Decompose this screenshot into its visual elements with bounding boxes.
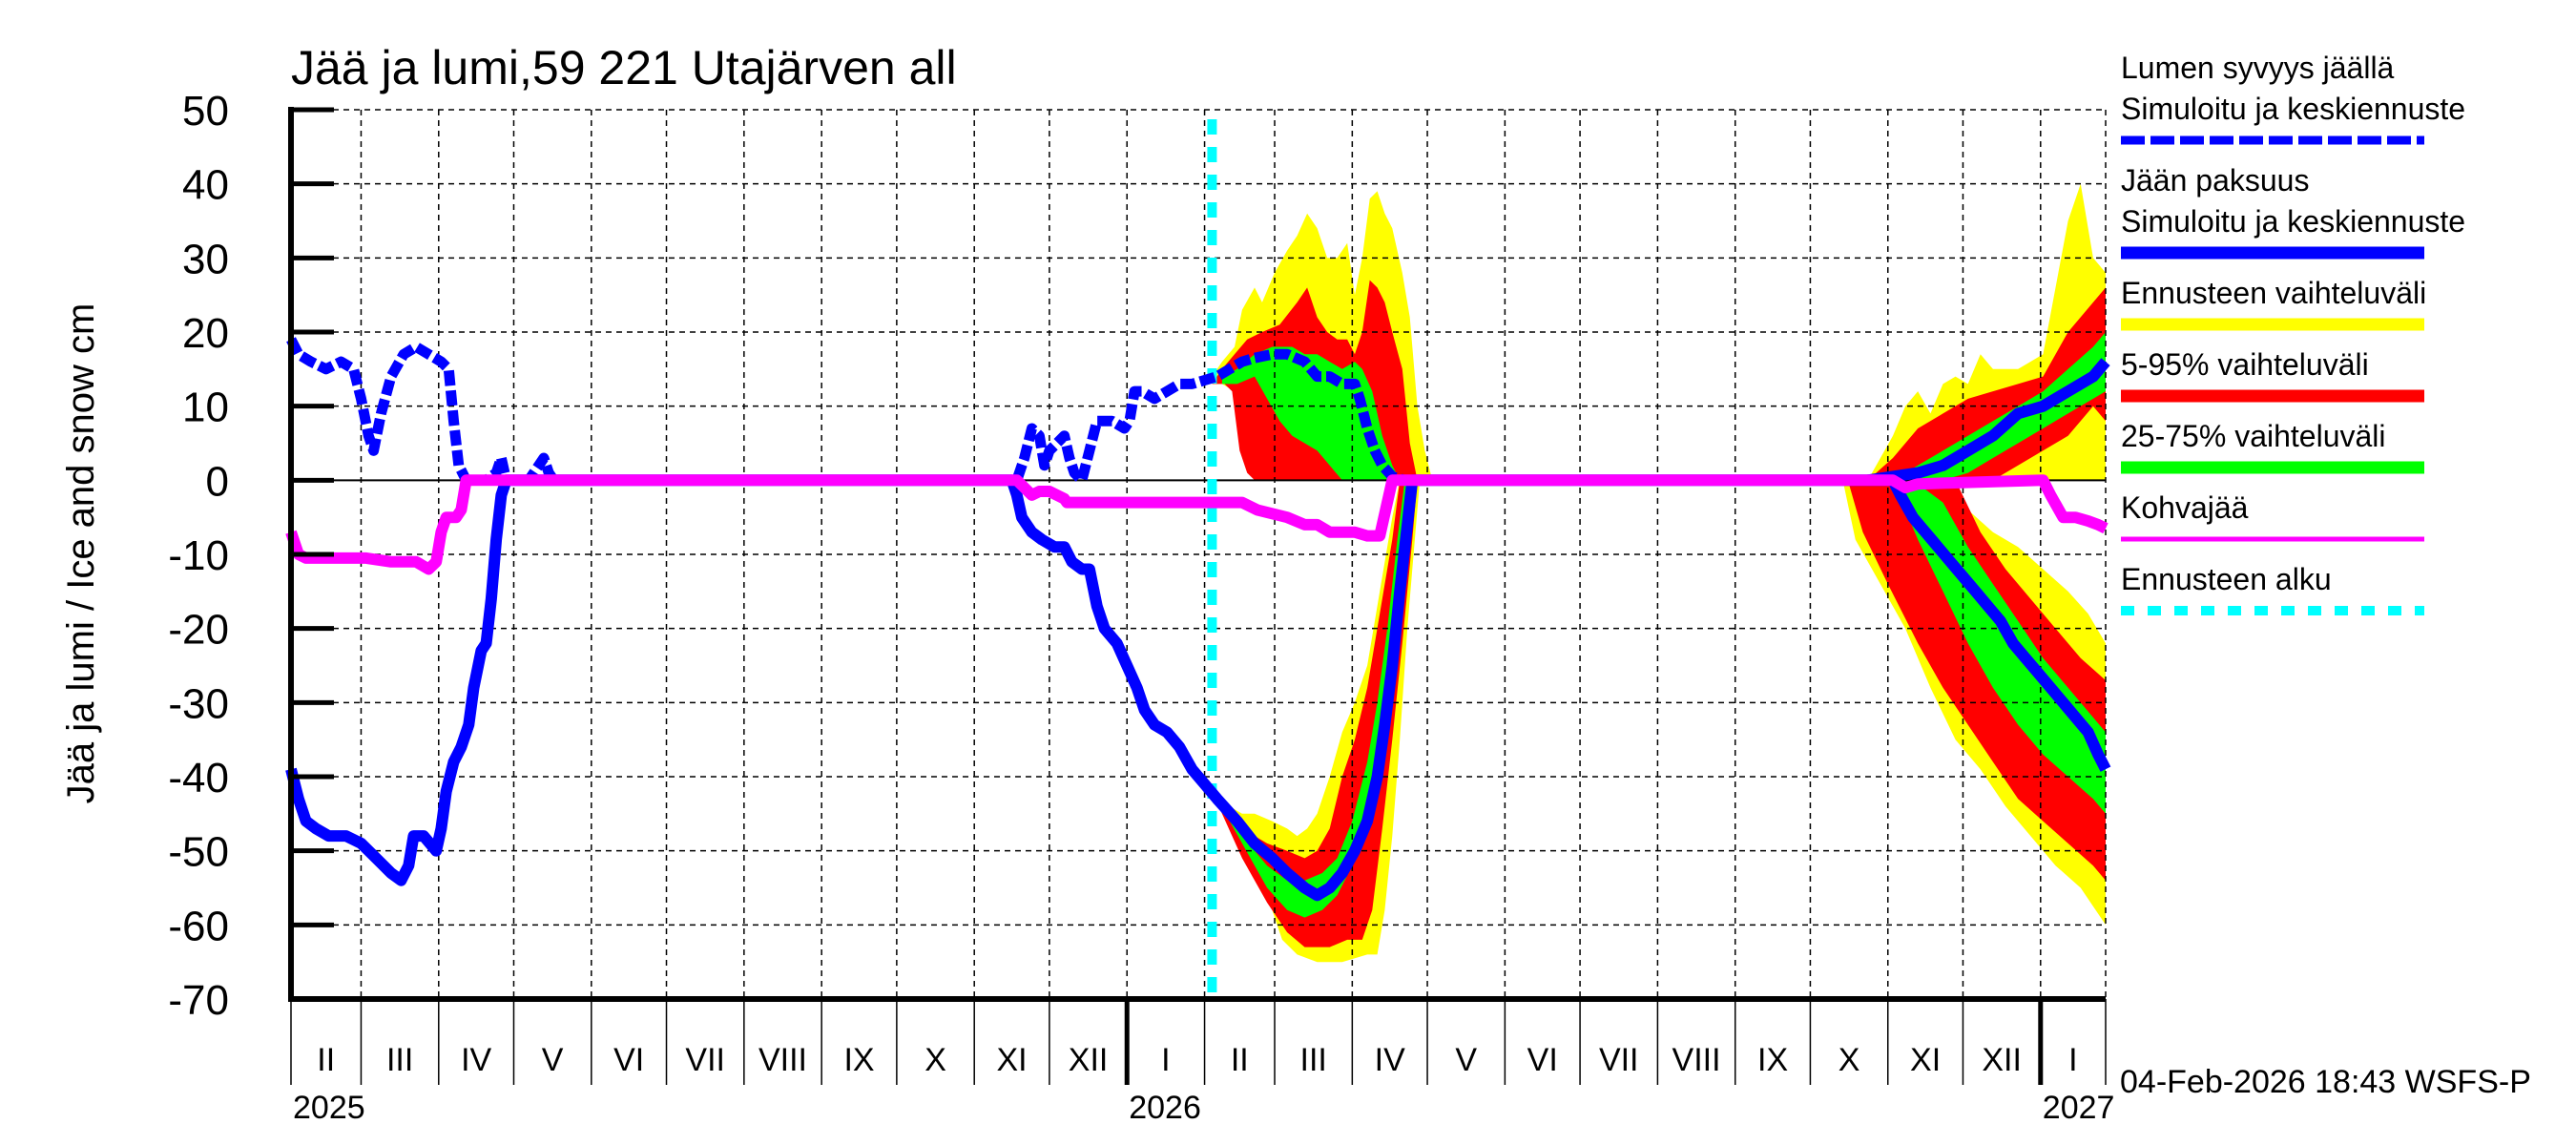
legend-label: Kohvajää (2121, 490, 2249, 525)
y-tick-label: -30 (168, 680, 229, 727)
month-label: X (924, 1042, 946, 1078)
y-tick-label: -40 (168, 755, 229, 802)
month-label: II (1231, 1042, 1249, 1078)
month-label: I (1161, 1042, 1170, 1078)
y-tick-label: 40 (182, 162, 229, 209)
series-kohvajää (285, 474, 2109, 575)
month-label: III (1300, 1042, 1327, 1078)
y-tick-label: -20 (168, 607, 229, 654)
series-kohvajaa-top (289, 478, 2107, 572)
legend-label: Simuloitu ja keskiennuste (2121, 92, 2465, 126)
month-label: XII (1069, 1042, 1109, 1078)
year-label: 2026 (1129, 1090, 1201, 1126)
month-label: II (317, 1042, 335, 1078)
legend: Lumen syvyys jäällä Simuloitu ja keskienn… (2121, 51, 2465, 615)
legend-label: 25-75% vaihteluväli (2121, 419, 2386, 453)
chart-title: Jää ja lumi,59 221 Utajärven all (291, 41, 957, 94)
y-axis-label: Jää ja lumi / Ice and snow cm (60, 303, 102, 804)
month-label: XI (1910, 1042, 1941, 1078)
month-label: III (386, 1042, 413, 1078)
y-tick-label: 50 (182, 88, 229, 135)
legend-item: Kohvajää (2121, 490, 2424, 542)
month-label: VII (685, 1042, 725, 1078)
legend-label: Ennusteen alku (2121, 562, 2332, 596)
timestamp-footer: 04-Feb-2026 18:43 WSFS-P (2120, 1064, 2531, 1100)
band-ice2-area (1847, 480, 2106, 881)
grid (291, 109, 2107, 999)
month-label: XI (996, 1042, 1027, 1078)
legend-label: Simuloitu ja keskiennuste (2121, 204, 2465, 239)
y-tick-label: -70 (168, 977, 229, 1024)
month-label: V (542, 1042, 564, 1078)
month-label: I (2068, 1042, 2077, 1078)
forecast-bands (1212, 183, 2106, 963)
y-tick-label: 10 (182, 385, 229, 431)
y-tick-label: -10 (168, 532, 229, 579)
y-tick-label: 0 (206, 458, 229, 505)
band-ice-area (1216, 480, 1408, 918)
month-label: XII (1982, 1042, 2022, 1078)
series-jään (285, 474, 2111, 902)
month-label: X (1839, 1042, 1860, 1078)
series-jään (1866, 358, 2110, 487)
series-lumen (286, 337, 1430, 486)
y-tick-label: 20 (182, 310, 229, 357)
legend-item: 25-75% vaihteluväli (2121, 419, 2424, 474)
month-label: V (1455, 1042, 1477, 1078)
month-label: VI (1527, 1042, 1558, 1078)
legend-label: Jään paksuus (2121, 163, 2309, 198)
legend-item: Ennusteen alku (2121, 562, 2424, 615)
month-label: IV (461, 1042, 491, 1078)
data-series (285, 337, 2111, 902)
y-tick-label: -50 (168, 829, 229, 876)
year-label: 2025 (293, 1090, 365, 1126)
y-tick-label: -60 (168, 903, 229, 949)
y-tick-label: 30 (182, 236, 229, 282)
month-label: IX (1757, 1042, 1788, 1078)
legend-item: Lumen syvyys jäällä Simuloitu ja keskienn… (2121, 51, 2465, 145)
month-label: IX (843, 1042, 874, 1078)
month-label: VIII (758, 1042, 807, 1078)
band-snow2-area (1867, 287, 2106, 481)
legend-item: Ennusteen vaihteluväli (2121, 276, 2426, 331)
year-label: 2027 (2043, 1090, 2115, 1126)
legend-item: Jään paksuus Simuloitu ja keskiennuste (2121, 163, 2465, 260)
legend-item: 5-95% vaihteluväli (2121, 347, 2424, 403)
month-label: VIII (1672, 1042, 1721, 1078)
legend-label: Lumen syvyys jäällä (2121, 51, 2395, 85)
month-label: VI (613, 1042, 644, 1078)
band-snow2-area (1893, 332, 2106, 481)
month-label: VII (1599, 1042, 1639, 1078)
legend-label: 5-95% vaihteluväli (2121, 347, 2369, 382)
legend-label: Ennusteen vaihteluväli (2121, 276, 2426, 310)
month-label: IV (1375, 1042, 1405, 1078)
